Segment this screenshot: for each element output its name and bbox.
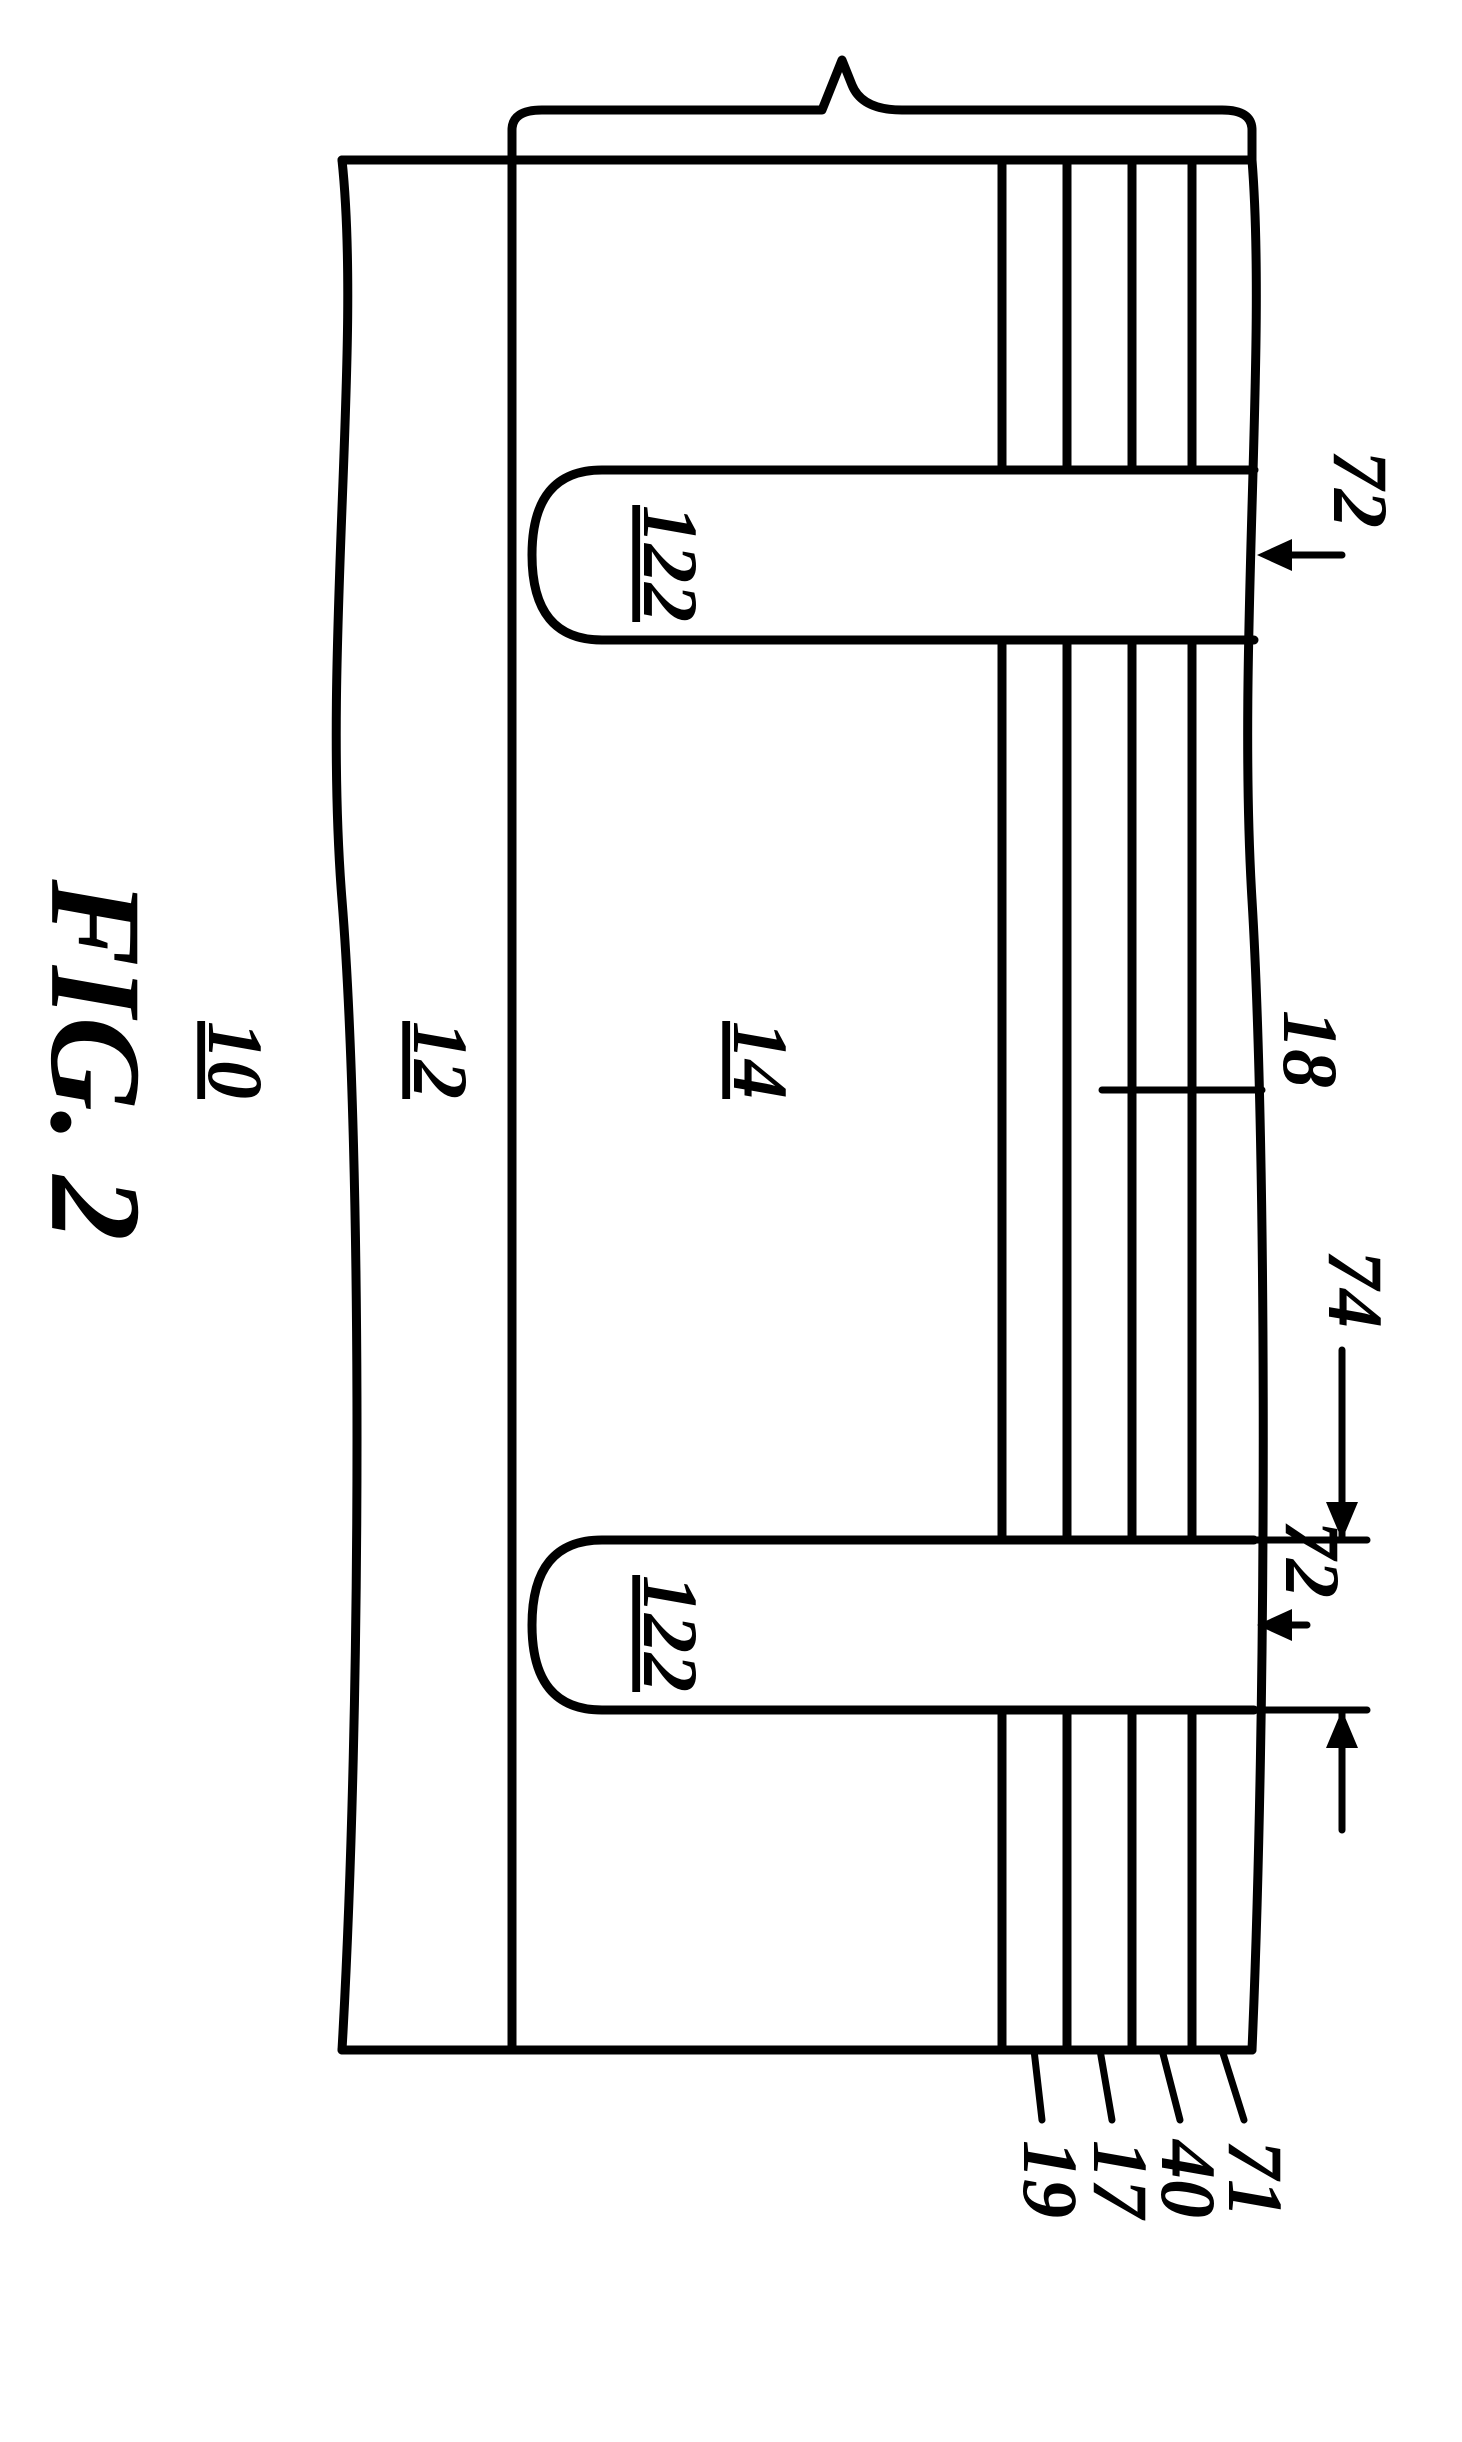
label-18: 18 (1267, 1010, 1354, 1088)
label-14: 14 (717, 1021, 804, 1099)
bracket-11 (512, 60, 1252, 160)
label-122-right: 122 (627, 1575, 714, 1692)
label-19: 19 (1007, 2140, 1094, 2218)
layer71-top-line (1248, 160, 1264, 2050)
label-74: 74 (1312, 1250, 1399, 1328)
label-12: 12 (397, 1021, 484, 1099)
label-72-left: 72 (1317, 450, 1404, 528)
arrow-72-left (1257, 539, 1342, 571)
label-11: 11 (792, 0, 879, 7)
label-122-left: 122 (627, 505, 714, 622)
leader-40 (1162, 2050, 1180, 2120)
leader-17 (1100, 2050, 1112, 2120)
rotated-wrapper: 71 40 17 19 18 72 72 74 122 122 14 12 10… (23, 0, 1404, 2221)
figure-canvas: 71 40 17 19 18 72 72 74 122 122 14 12 10… (0, 0, 1462, 2442)
leader-19 (1034, 2050, 1042, 2120)
label-72-right: 72 (1269, 1520, 1356, 1598)
leader-71 (1222, 2050, 1244, 2120)
figure-caption: FIG. 2 (23, 878, 167, 1240)
label-10: 10 (192, 1021, 279, 1099)
substrate-bottom-line (336, 160, 357, 2050)
